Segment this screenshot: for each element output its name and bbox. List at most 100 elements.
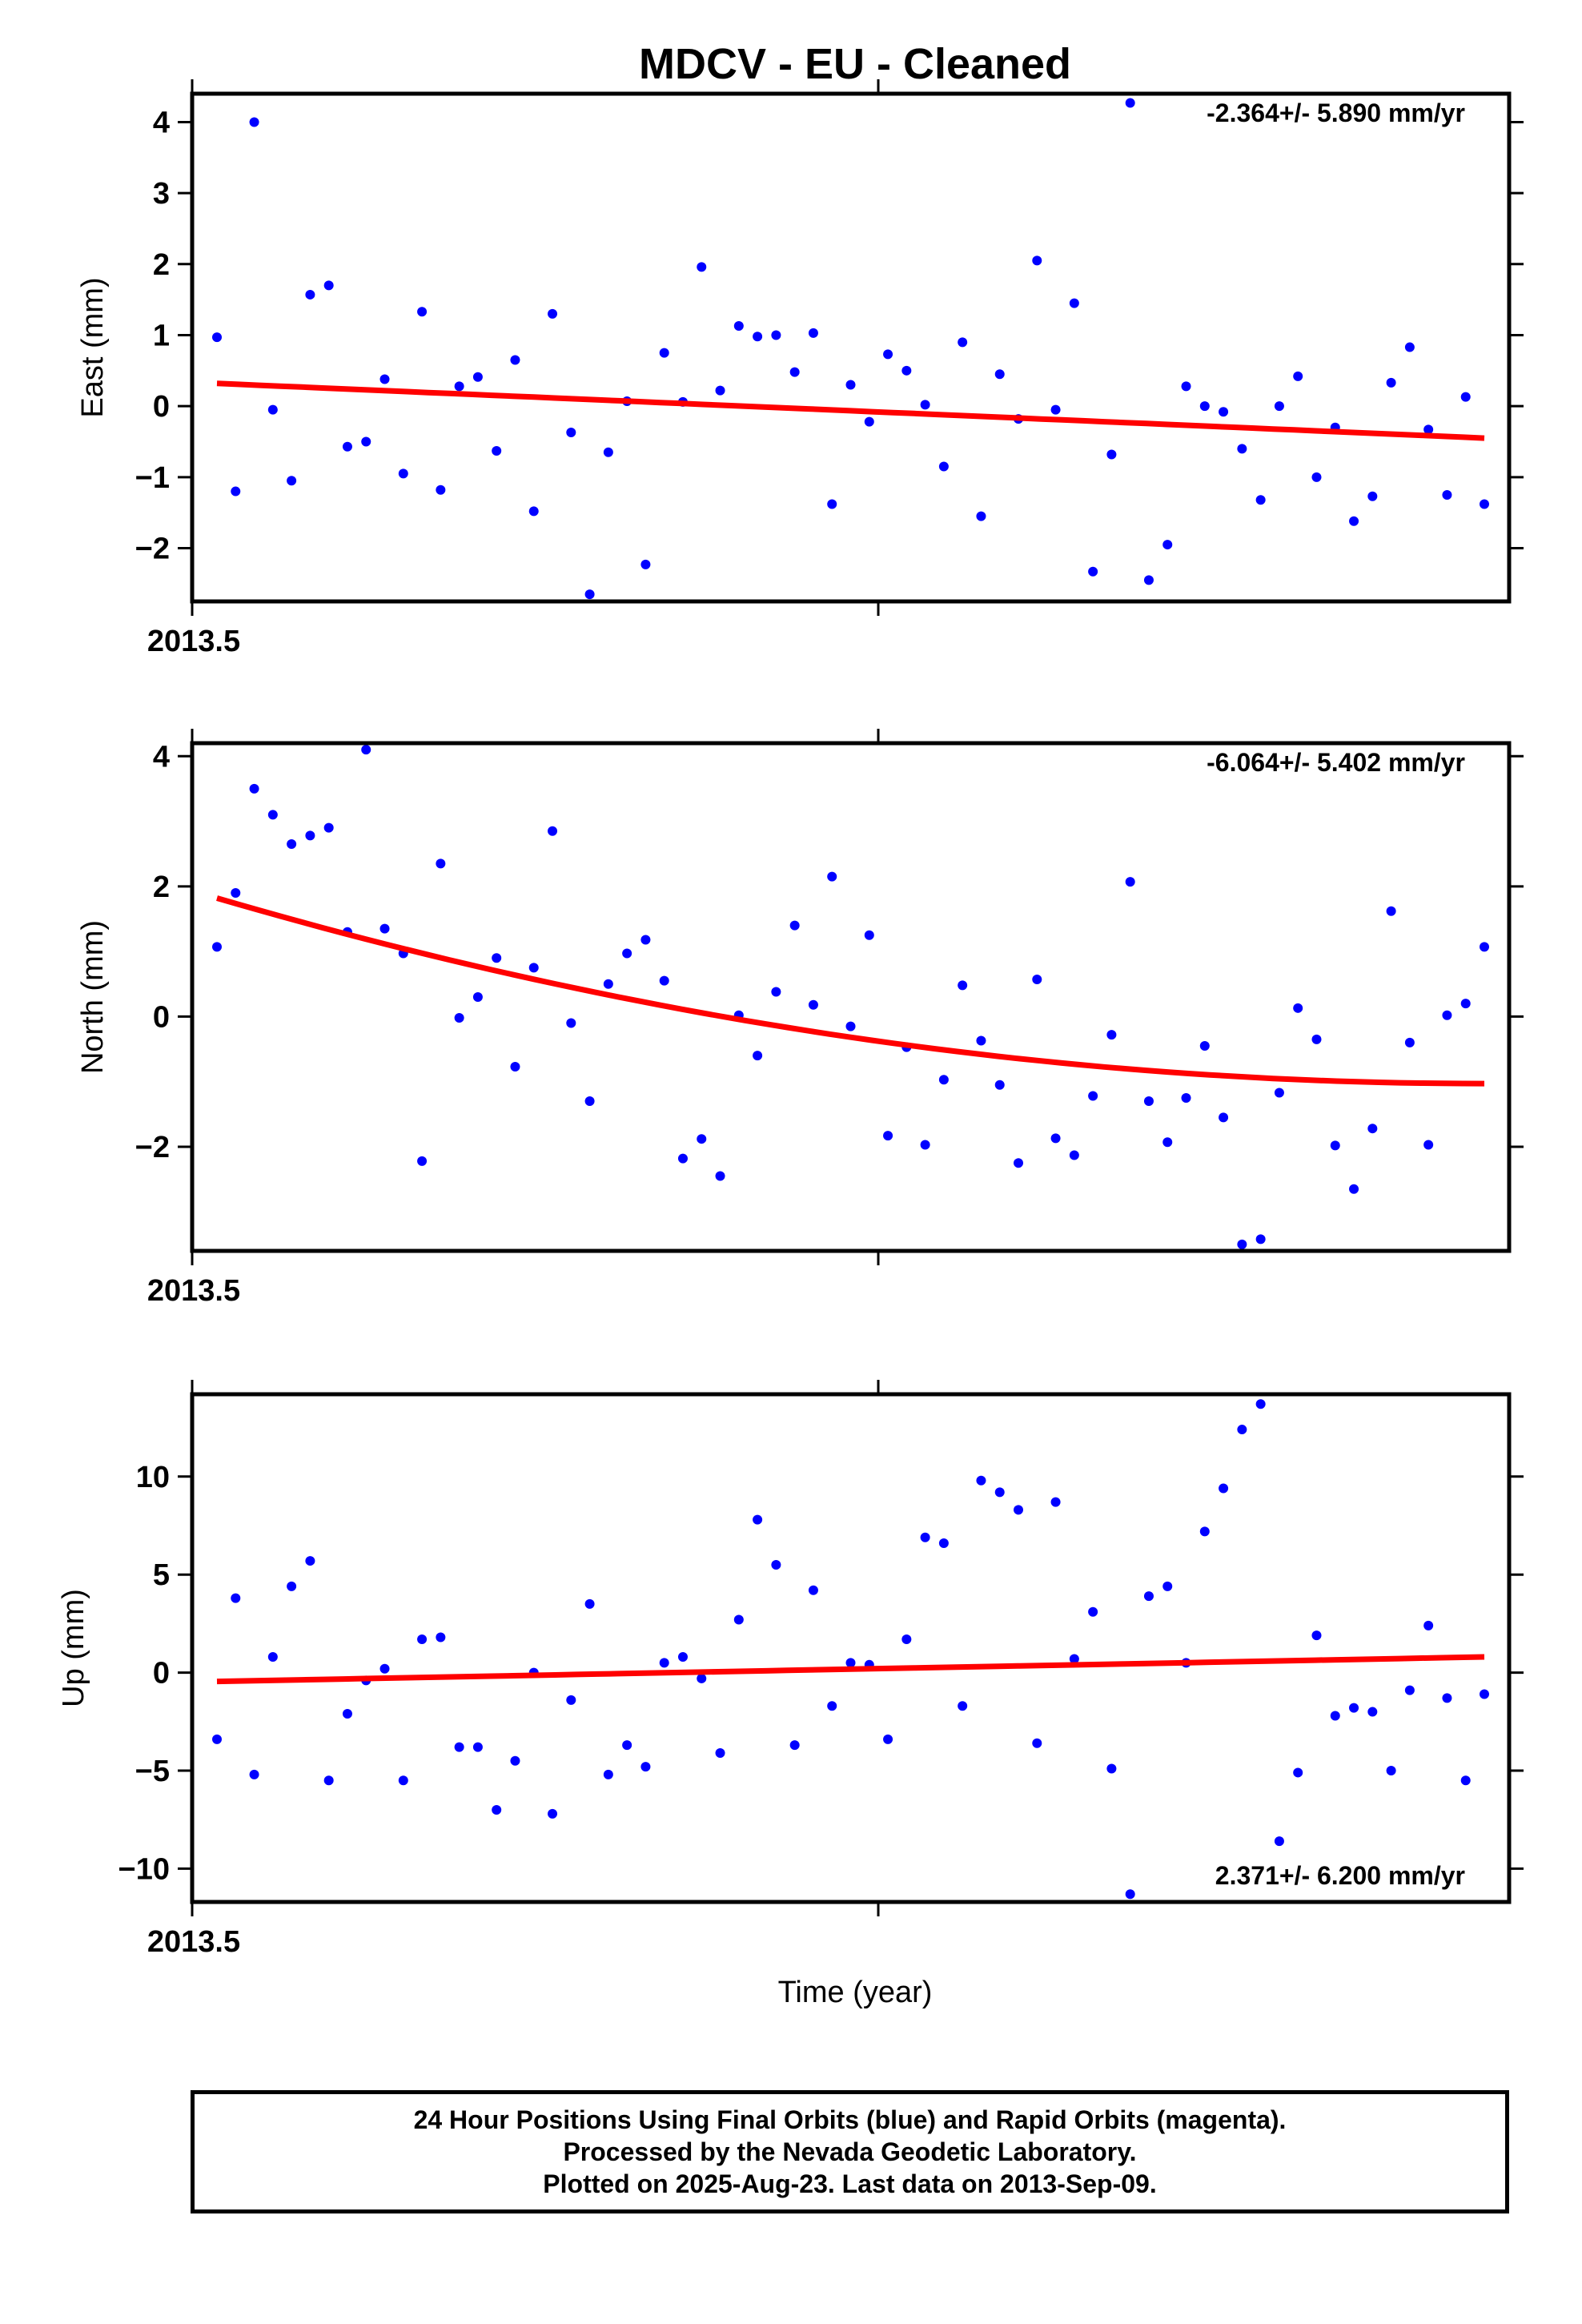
- east-data-point: [920, 400, 930, 410]
- north-data-point: [323, 822, 334, 833]
- up-data-point: [1274, 1836, 1284, 1847]
- up-data-point: [697, 1673, 707, 1683]
- east-data-point: [287, 476, 297, 486]
- east-data-point: [361, 436, 371, 447]
- north-data-point: [436, 858, 446, 869]
- up-data-point: [1199, 1526, 1210, 1537]
- up-data-point: [920, 1532, 930, 1542]
- up-y-tick-label: 0: [153, 1657, 170, 1691]
- east-data-point: [808, 328, 818, 338]
- north-data-point: [1219, 1112, 1229, 1123]
- up-panel: 10 5 0 −5 −10 Up (mm) 2.371+/- 6.200 mm/yr 2…: [57, 1380, 1524, 1959]
- up-data-point: [1125, 1889, 1135, 1900]
- footer-line-1: 24 Hour Positions Using Final Orbits (bl…: [413, 2105, 1287, 2134]
- north-points-layer: [212, 745, 1489, 1249]
- east-data-point: [771, 330, 781, 340]
- up-data-point: [566, 1695, 576, 1705]
- north-data-point: [845, 1021, 856, 1031]
- east-panel: 4 3 2 1 0 −1 −2 East (mm) -2.364+/- 5.890 mm/y…: [76, 79, 1524, 658]
- up-fit-line: [216, 1654, 1485, 1685]
- east-data-point: [1274, 401, 1284, 412]
- north-plot-frame: [190, 741, 1512, 1253]
- up-data-point: [1293, 1767, 1303, 1778]
- north-data-point: [1386, 906, 1396, 916]
- east-data-point: [1404, 342, 1415, 352]
- east-y-tick-label: 0: [153, 390, 170, 424]
- north-data-point: [1069, 1150, 1079, 1160]
- north-data-point: [231, 887, 241, 898]
- north-data-point: [603, 979, 613, 989]
- east-data-point: [417, 307, 428, 317]
- east-x-tick-label: 2013.5: [147, 625, 240, 658]
- east-data-point: [1125, 98, 1135, 108]
- north-data-point: [958, 980, 968, 991]
- footer-line-2: Processed by the Nevada Geodetic Laborat…: [563, 2137, 1137, 2166]
- east-data-point: [1181, 381, 1191, 392]
- up-data-point: [1480, 1689, 1489, 1699]
- up-data-point: [733, 1614, 744, 1625]
- north-data-point: [584, 1096, 595, 1107]
- up-data-point: [808, 1585, 818, 1595]
- east-data-point: [1199, 401, 1210, 412]
- up-data-point: [548, 1808, 558, 1819]
- north-data-point: [677, 1153, 688, 1164]
- up-y-tick-label: 10: [136, 1461, 170, 1494]
- up-data-point: [1162, 1581, 1173, 1591]
- east-data-point: [1311, 472, 1322, 482]
- east-y-tick-label: 4: [153, 106, 170, 139]
- east-axes-layer: 4 3 2 1 0 −1 −2: [135, 79, 1524, 616]
- east-data-point: [305, 289, 315, 300]
- x-axis-label: Time (year): [778, 1976, 933, 2009]
- east-data-point: [697, 262, 707, 272]
- east-data-point: [1069, 298, 1079, 308]
- up-data-point: [1404, 1685, 1415, 1695]
- east-data-point: [864, 416, 874, 427]
- east-data-point: [845, 380, 856, 390]
- north-data-point: [566, 1018, 576, 1028]
- up-y-tick-label: −10: [118, 1852, 170, 1886]
- east-data-point: [342, 441, 352, 452]
- north-data-point: [920, 1140, 930, 1150]
- up-data-point: [1330, 1711, 1340, 1721]
- east-data-point: [938, 461, 949, 472]
- east-data-point: [1162, 540, 1173, 550]
- up-data-point: [994, 1487, 1005, 1498]
- up-points-layer: [212, 1399, 1489, 1900]
- up-data-point: [231, 1593, 241, 1603]
- north-y-tick-label: −2: [135, 1131, 170, 1164]
- north-data-point: [789, 920, 800, 931]
- north-data-point: [1330, 1140, 1340, 1151]
- up-data-point: [323, 1775, 334, 1786]
- east-fit-line: [216, 380, 1485, 441]
- up-data-point: [1050, 1497, 1061, 1507]
- up-data-point: [1014, 1505, 1024, 1515]
- up-data-point: [603, 1769, 613, 1779]
- up-data-point: [342, 1709, 352, 1719]
- east-y-tick-label: 1: [153, 319, 170, 352]
- north-data-point: [1293, 1003, 1303, 1013]
- north-data-point: [1032, 975, 1042, 985]
- up-data-point: [938, 1538, 949, 1549]
- north-data-point: [753, 1051, 763, 1061]
- east-data-point: [976, 511, 986, 521]
- east-data-point: [212, 332, 222, 343]
- up-data-point: [379, 1663, 390, 1674]
- east-data-point: [1219, 407, 1229, 417]
- north-y-axis-label: North (mm): [76, 920, 110, 1074]
- east-data-point: [1293, 371, 1303, 381]
- north-data-point: [1181, 1092, 1191, 1103]
- east-y-tick-label: 3: [153, 177, 170, 211]
- up-data-point: [883, 1734, 893, 1744]
- north-data-point: [1162, 1137, 1173, 1148]
- up-data-point: [1106, 1763, 1117, 1774]
- north-data-point: [808, 999, 818, 1010]
- north-data-point: [1014, 1158, 1024, 1168]
- up-data-point: [789, 1740, 800, 1751]
- east-data-point: [584, 589, 595, 600]
- north-data-point: [379, 923, 390, 934]
- east-rate-label: -2.364+/- 5.890 mm/yr: [1207, 99, 1465, 127]
- east-data-point: [1088, 566, 1098, 577]
- up-data-point: [454, 1742, 464, 1752]
- up-data-point: [305, 1556, 315, 1566]
- north-data-point: [883, 1131, 893, 1141]
